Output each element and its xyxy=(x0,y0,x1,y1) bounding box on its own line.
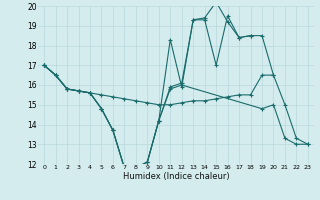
X-axis label: Humidex (Indice chaleur): Humidex (Indice chaleur) xyxy=(123,172,229,181)
